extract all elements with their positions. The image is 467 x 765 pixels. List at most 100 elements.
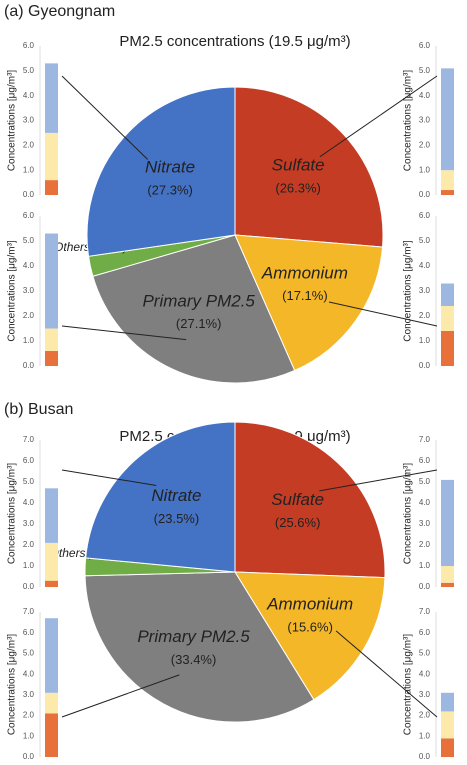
slice-value: (23.5%) — [154, 511, 200, 526]
bar-segment — [45, 233, 58, 329]
bar-segment — [45, 713, 58, 757]
y-tick-label: 7.0 — [419, 435, 431, 444]
y-tick-label: 2.0 — [23, 311, 35, 320]
bar-segment — [45, 580, 58, 587]
y-tick-label: 6.0 — [23, 628, 35, 637]
slice-label: Primary PM2.5 — [142, 291, 255, 310]
y-tick-label: 4.0 — [23, 669, 35, 678]
y-tick-label: 2.0 — [419, 311, 431, 320]
leader-line — [319, 75, 438, 158]
y-tick-label: 2.0 — [23, 711, 35, 720]
bar-segment — [45, 351, 58, 366]
y-tick-label: 6.0 — [23, 211, 35, 220]
bar-segment — [45, 488, 58, 543]
y-tick-label: 0.0 — [23, 361, 35, 370]
y-tick-label: 3.0 — [23, 286, 35, 295]
y-tick-label: 1.0 — [419, 165, 431, 174]
bar-segment — [45, 132, 58, 181]
y-tick-label: 0.0 — [23, 190, 35, 199]
pie-slice — [234, 234, 384, 372]
slice-label: Ammonium — [266, 594, 353, 613]
slice-label: Others — [54, 240, 90, 254]
bar-segment — [45, 180, 58, 195]
slice-value: (26.3%) — [275, 180, 321, 195]
slice-label: Ammonium — [261, 263, 348, 282]
pie-slice — [92, 234, 296, 384]
y-axis-label: Concentrations [μg/m³] — [403, 70, 414, 172]
slice-label: Nitrate — [151, 486, 201, 505]
slice-label: Sulfate — [271, 490, 324, 509]
bar-segment — [441, 68, 454, 171]
pie-slice — [234, 571, 386, 701]
slice-label: Nitrate — [145, 157, 195, 176]
leader-line — [61, 75, 149, 160]
bar-segment — [441, 331, 454, 366]
slice-value: (27.3%) — [147, 182, 193, 197]
bar-segment — [441, 566, 454, 583]
y-tick-label: 3.0 — [419, 116, 431, 125]
y-tick-label: 6.0 — [419, 456, 431, 465]
pie-slice — [85, 421, 236, 573]
bar-segment — [45, 328, 58, 351]
y-tick-label: 0.0 — [23, 752, 35, 761]
leader-line — [328, 301, 438, 327]
y-tick-label: 2.0 — [419, 540, 431, 549]
y-tick-label: 5.0 — [23, 66, 35, 75]
pie-slice — [86, 86, 236, 257]
panel-label: (a) Gyeongnam — [4, 3, 115, 20]
y-tick-label: 5.0 — [23, 236, 35, 245]
y-tick-label: 4.0 — [419, 498, 431, 507]
leader-line — [61, 674, 180, 718]
y-tick-label: 6.0 — [23, 456, 35, 465]
y-tick-label: 5.0 — [419, 477, 431, 486]
slice-value: (25.6%) — [275, 515, 321, 530]
y-tick-label: 0.0 — [419, 752, 431, 761]
y-tick-label: 2.0 — [419, 140, 431, 149]
leader-line — [319, 469, 438, 492]
pie-slice — [84, 571, 315, 723]
y-tick-label: 4.0 — [419, 669, 431, 678]
bar-segment — [441, 738, 454, 757]
y-axis-label: Concentrations [μg/m³] — [7, 463, 18, 565]
y-tick-label: 6.0 — [419, 41, 431, 50]
y-tick-label: 2.0 — [419, 711, 431, 720]
y-tick-label: 0.0 — [419, 582, 431, 591]
slice-label: Sulfate — [272, 155, 325, 174]
y-tick-label: 3.0 — [419, 519, 431, 528]
y-tick-label: 7.0 — [23, 607, 35, 616]
slice-value: (17.1%) — [282, 288, 328, 303]
y-tick-label: 4.0 — [23, 498, 35, 507]
y-tick-label: 1.0 — [23, 336, 35, 345]
slice-label: Primary PM2.5 — [137, 627, 250, 646]
bar-segment — [441, 283, 454, 306]
y-axis-label: Concentrations [μg/m³] — [403, 240, 414, 342]
y-tick-label: 2.0 — [23, 140, 35, 149]
y-tick-label: 4.0 — [23, 91, 35, 100]
leader-line — [335, 630, 438, 718]
slice-value: (27.1%) — [176, 316, 222, 331]
y-tick-label: 5.0 — [23, 649, 35, 658]
bar-segment — [441, 692, 454, 712]
y-tick-label: 5.0 — [23, 477, 35, 486]
y-tick-label: 3.0 — [23, 116, 35, 125]
y-tick-label: 1.0 — [23, 561, 35, 570]
bar-segment — [441, 306, 454, 331]
bar-segment — [441, 711, 454, 739]
y-axis-label: Concentrations [μg/m³] — [7, 634, 18, 736]
y-tick-label: 1.0 — [419, 336, 431, 345]
y-tick-label: 1.0 — [419, 731, 431, 740]
y-tick-label: 5.0 — [419, 649, 431, 658]
bar-segment — [441, 479, 454, 566]
y-tick-label: 6.0 — [419, 628, 431, 637]
y-tick-label: 6.0 — [419, 211, 431, 220]
y-tick-label: 3.0 — [23, 690, 35, 699]
y-tick-label: 0.0 — [23, 582, 35, 591]
slice-value: (15.6%) — [287, 619, 333, 634]
y-tick-label: 4.0 — [419, 91, 431, 100]
bar-segment — [441, 170, 454, 191]
y-axis-label: Concentrations [μg/m³] — [7, 70, 18, 172]
y-axis-label: Concentrations [μg/m³] — [403, 463, 414, 565]
bar-segment — [45, 692, 58, 714]
panel-label: (b) Busan — [4, 401, 73, 418]
